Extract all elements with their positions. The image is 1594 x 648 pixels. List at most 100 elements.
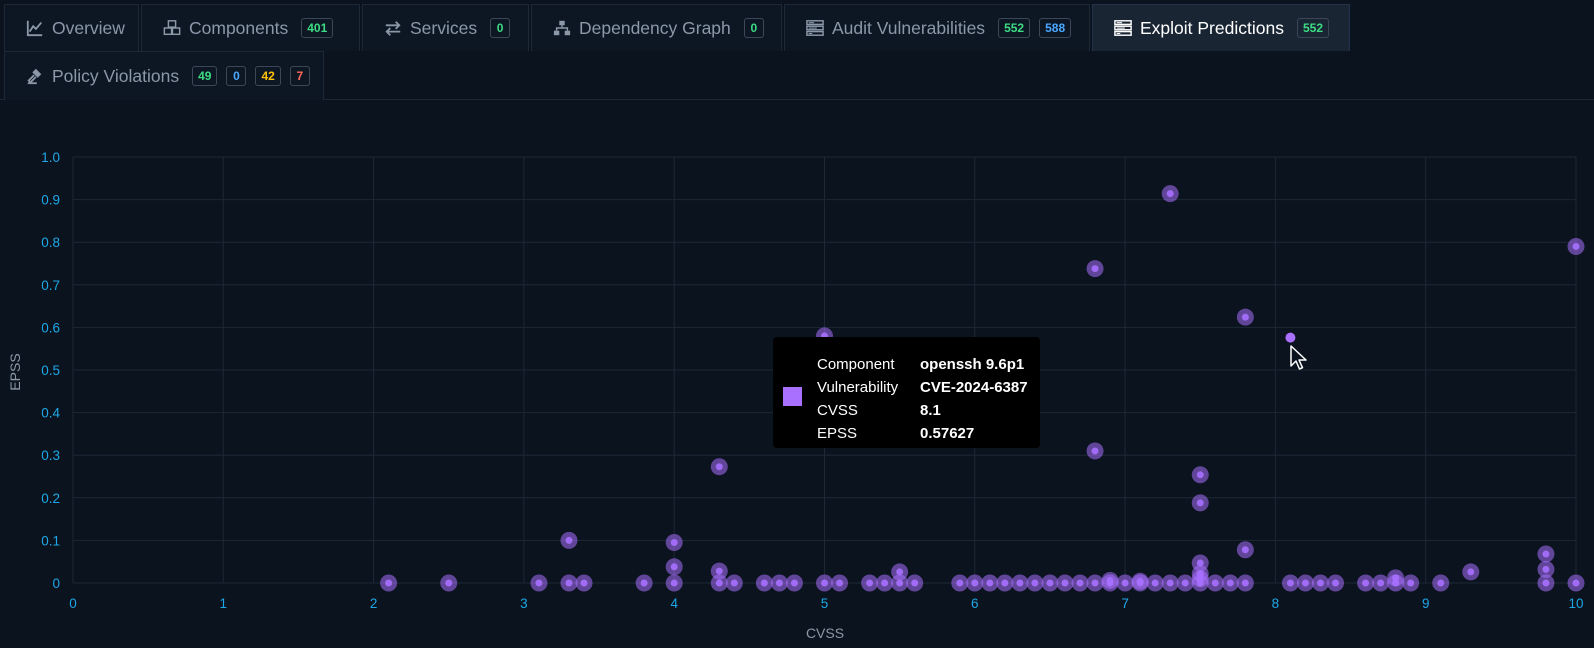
data-point-core bbox=[1301, 579, 1309, 587]
tooltip-row-component: Component openssh 9.6p1 bbox=[817, 356, 1024, 376]
data-point-core bbox=[1121, 579, 1129, 587]
count-badge: 49 bbox=[192, 66, 218, 86]
epss-cvss-scatter-chart: 0 1 2 3 4 5 6 7 8 9 10 0 0.1 0.2 0.3 0.4 0.5 0.6 0.7 0.8 0.… bbox=[7, 150, 1585, 641]
tooltip-value: openssh 9.6p1 bbox=[920, 356, 1025, 373]
tab-exploit-predictions[interactable]: Exploit Predictions 552 bbox=[1092, 4, 1350, 51]
tab-overview[interactable]: Overview bbox=[4, 4, 139, 51]
tab-label: Components bbox=[189, 17, 289, 38]
data-point-core bbox=[1166, 190, 1174, 198]
tooltip-key: Vulnerability bbox=[817, 379, 899, 396]
count-badge: 0 bbox=[490, 18, 511, 38]
x-tick-label: 9 bbox=[1422, 596, 1430, 611]
tab-bar: Overview Components 401 Services 0 Depen… bbox=[0, 0, 1594, 100]
data-point-hovered[interactable] bbox=[1285, 332, 1296, 343]
count-badge: 7 bbox=[289, 66, 310, 86]
y-tick-label: 0.4 bbox=[41, 406, 60, 421]
x-tick-label: 10 bbox=[1568, 596, 1583, 611]
data-point-core bbox=[445, 579, 453, 587]
data-point-core bbox=[1572, 242, 1580, 250]
data-point-core bbox=[911, 579, 919, 587]
data-point-core bbox=[385, 579, 393, 587]
y-axis-title: EPSS bbox=[7, 353, 23, 390]
y-tick-label: 1.0 bbox=[41, 150, 60, 165]
data-point-core bbox=[1106, 579, 1114, 587]
x-tick-label: 6 bbox=[971, 596, 979, 611]
y-tick-label: 0.7 bbox=[41, 278, 60, 293]
data-point-core bbox=[565, 536, 573, 544]
tooltip-row-epss: EPSS 0.57627 bbox=[817, 425, 974, 445]
count-badge: 552 bbox=[998, 18, 1031, 38]
y-tick-label: 0.6 bbox=[41, 320, 60, 335]
tab-dependency-graph[interactable]: Dependency Graph 0 bbox=[531, 4, 782, 51]
count-badge: 42 bbox=[255, 66, 281, 86]
x-tick-label: 2 bbox=[370, 596, 378, 611]
tasks-icon bbox=[1113, 18, 1133, 38]
tab-audit-vulnerabilities[interactable]: Audit Vulnerabilities 552 588 bbox=[784, 4, 1090, 51]
data-point-core bbox=[580, 579, 588, 587]
data-point-core bbox=[1362, 579, 1370, 587]
series-swatch bbox=[783, 387, 802, 406]
data-point-core bbox=[640, 579, 648, 587]
data-points bbox=[380, 185, 1585, 592]
mouse-pointer-icon bbox=[1290, 345, 1307, 370]
exchange-icon bbox=[383, 18, 403, 38]
data-point-core bbox=[1076, 579, 1084, 587]
data-point-core bbox=[535, 579, 543, 587]
data-point-core bbox=[1031, 579, 1039, 587]
x-tick-label: 4 bbox=[670, 596, 678, 611]
count-badge: 588 bbox=[1039, 18, 1072, 38]
x-tick-label: 8 bbox=[1272, 596, 1280, 611]
tab-services[interactable]: Services 0 bbox=[362, 4, 529, 51]
x-axis-title: CVSS bbox=[806, 625, 844, 641]
data-point-core bbox=[1211, 579, 1219, 587]
data-point-core bbox=[1241, 313, 1249, 321]
data-point-core bbox=[1542, 579, 1550, 587]
tab-label: Exploit Predictions bbox=[1140, 17, 1284, 38]
tooltip-key: EPSS bbox=[817, 425, 858, 442]
sitemap-icon bbox=[552, 18, 572, 38]
x-tick-label: 0 bbox=[69, 596, 77, 611]
data-point-core bbox=[1286, 579, 1294, 587]
count-badge: 0 bbox=[226, 66, 247, 86]
tab-label: Audit Vulnerabilities bbox=[832, 17, 986, 38]
data-point-core bbox=[1196, 579, 1204, 587]
tab-policy-violations[interactable]: Policy Violations 49 0 42 7 bbox=[4, 51, 324, 100]
y-tick-label: 0.5 bbox=[41, 363, 60, 378]
data-point-core bbox=[1572, 579, 1580, 587]
tooltip-value: 8.1 bbox=[920, 402, 941, 419]
count-badge: 0 bbox=[743, 18, 764, 38]
data-point-core bbox=[1061, 579, 1069, 587]
tooltip-row-cvss: CVSS 8.1 bbox=[817, 402, 941, 422]
y-tick-label: 0 bbox=[52, 576, 60, 591]
data-point-core bbox=[1046, 579, 1054, 587]
point-tooltip: Component openssh 9.6p1 Vulnerability CV… bbox=[773, 337, 1040, 448]
data-point-core bbox=[1196, 471, 1204, 479]
x-tick-label: 7 bbox=[1121, 596, 1129, 611]
data-point-core bbox=[896, 579, 904, 587]
data-point-core bbox=[760, 579, 768, 587]
data-point-core bbox=[1332, 579, 1340, 587]
data-point-core bbox=[1091, 265, 1099, 273]
data-point-core bbox=[790, 579, 798, 587]
tab-label: Services bbox=[410, 17, 478, 38]
gavel-icon bbox=[25, 66, 45, 86]
data-point-core bbox=[1407, 579, 1415, 587]
data-point-core bbox=[881, 579, 889, 587]
x-tick-label: 5 bbox=[821, 596, 829, 611]
data-point-core bbox=[971, 579, 979, 587]
data-point-core bbox=[1542, 550, 1550, 558]
data-point-core bbox=[1196, 499, 1204, 507]
x-axis-ticks: 0 1 2 3 4 5 6 7 8 9 10 bbox=[69, 596, 1583, 611]
data-point-core bbox=[956, 579, 964, 587]
data-point-core bbox=[1542, 565, 1550, 573]
data-point-core bbox=[670, 563, 678, 571]
data-point-core bbox=[1392, 579, 1400, 587]
data-point-core bbox=[1091, 579, 1099, 587]
data-point-core bbox=[1016, 579, 1024, 587]
y-tick-label: 0.1 bbox=[41, 533, 60, 548]
y-tick-label: 0.3 bbox=[41, 448, 60, 463]
data-point-core bbox=[715, 463, 723, 471]
tab-components[interactable]: Components 401 bbox=[141, 4, 360, 51]
y-tick-label: 0.2 bbox=[41, 491, 60, 506]
data-point-core bbox=[821, 579, 828, 587]
